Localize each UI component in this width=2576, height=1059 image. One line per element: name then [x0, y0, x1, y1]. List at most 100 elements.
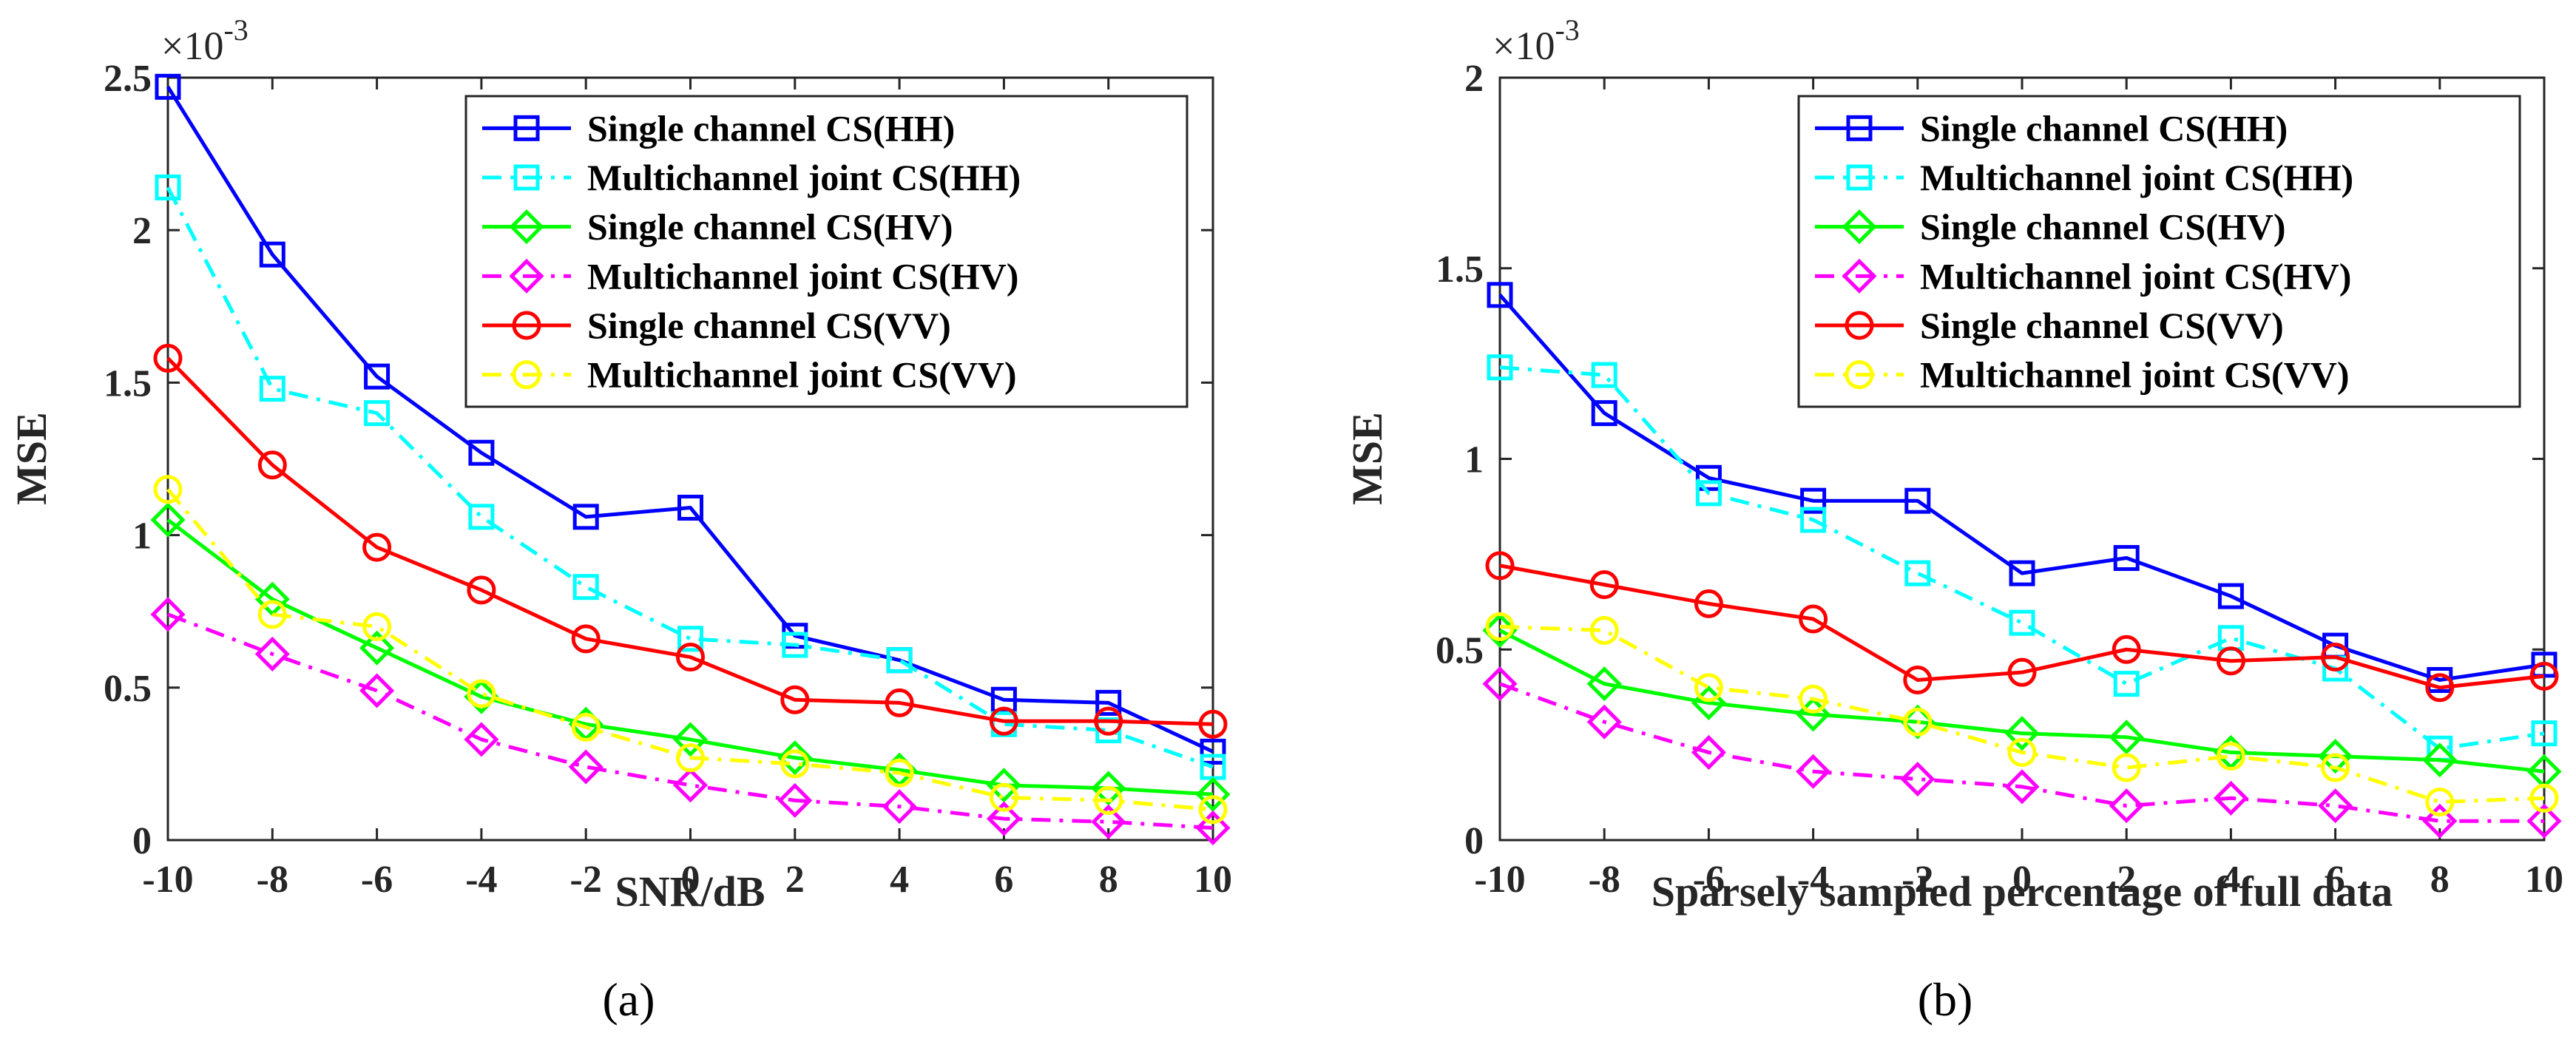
data-point-marker: [1200, 738, 1226, 765]
data-point-marker: [1800, 507, 1827, 533]
y-tick-label: 0: [132, 820, 152, 862]
legend-label: Single channel CS(HH): [1920, 107, 2288, 149]
y-tick-label: 1: [1464, 439, 1484, 481]
data-point-marker: [1482, 666, 1518, 702]
legend-marker: [1845, 311, 1874, 340]
legend-box: [464, 95, 1189, 408]
data-point-marker: [2113, 671, 2140, 697]
data-point-marker: [2109, 788, 2144, 824]
x-tick-label: -8: [257, 859, 288, 901]
data-point-marker: [780, 749, 810, 779]
x-tick-label: -2: [1901, 859, 1933, 901]
data-point-marker: [1487, 354, 1513, 381]
data-point-marker: [1799, 604, 1828, 634]
data-point-marker: [1591, 400, 1617, 427]
x-tick-label: -10: [1474, 859, 1525, 901]
data-point-marker: [1586, 666, 1622, 702]
legend-marker: [513, 115, 540, 141]
data-point-marker: [2425, 673, 2455, 703]
legend-label: Multichannel joint CS(VV): [587, 354, 1017, 396]
legend-marker: [509, 209, 544, 245]
legend-label: Multichannel joint CS(HH): [587, 157, 1021, 198]
data-point-marker: [2007, 657, 2037, 687]
data-point-marker: [672, 768, 709, 803]
data-point-marker: [2004, 769, 2040, 805]
data-point-marker: [672, 722, 709, 757]
series-3: [150, 502, 1231, 812]
data-point-marker: [257, 450, 287, 480]
data-point-marker: [468, 504, 495, 530]
data-point-marker: [1903, 707, 1933, 737]
y-tick-label: 2.5: [104, 58, 152, 100]
data-point-marker: [1195, 777, 1231, 812]
data-point-marker: [676, 643, 705, 672]
data-point-marker: [2216, 646, 2245, 676]
y-axis-label: MSE: [1343, 412, 1391, 505]
data-point-marker: [364, 363, 391, 390]
legend-marker: [1845, 360, 1874, 390]
data-point-marker: [2318, 739, 2353, 774]
data-point-marker: [1799, 684, 1828, 714]
data-point-marker: [2217, 583, 2244, 609]
x-tick-label: 8: [1099, 859, 1118, 901]
y-tick-label: 1.5: [1436, 248, 1484, 291]
x-tick-label: -4: [1797, 859, 1829, 901]
data-point-marker: [464, 722, 499, 757]
series-6: [153, 475, 1228, 825]
y-tick-label: 1.5: [104, 362, 152, 405]
x-tick-label: 8: [2430, 859, 2450, 901]
data-point-marker: [2112, 753, 2141, 782]
data-point-marker: [568, 749, 604, 785]
x-tick-label: -8: [1589, 859, 1620, 901]
data-point-marker: [359, 673, 395, 708]
data-point-marker: [990, 686, 1017, 713]
series-line: [167, 612, 1214, 830]
series-4: [1482, 666, 2562, 839]
data-point-marker: [572, 504, 599, 530]
y-exponent-label: ×10-3: [161, 13, 249, 68]
data-point-marker: [1904, 560, 1931, 586]
legend-marker: [512, 360, 541, 390]
data-point-marker: [155, 73, 181, 100]
x-tick-label: 2: [2117, 859, 2136, 901]
data-point-marker: [571, 624, 601, 654]
data-point-marker: [464, 679, 499, 714]
legend-label: Multichannel joint CS(HH): [1920, 157, 2353, 198]
data-point-marker: [1800, 487, 1827, 514]
data-point-marker: [2321, 643, 2350, 672]
legend-label: Single channel CS(HH): [587, 107, 955, 149]
x-tick-label: 2: [785, 859, 805, 901]
series-line: [166, 86, 1214, 754]
series-line: [1498, 629, 2545, 774]
legend-marker: [509, 258, 544, 294]
data-point-marker: [572, 574, 599, 600]
data-point-marker: [1591, 362, 1617, 388]
y-tick-label: 0: [1464, 820, 1484, 862]
data-point-marker: [676, 743, 705, 773]
data-point-marker: [886, 647, 913, 674]
data-point-marker: [468, 439, 495, 466]
series-6: [1485, 612, 2559, 816]
data-point-marker: [1094, 785, 1123, 815]
x-tick-label: 10: [2525, 859, 2563, 901]
series-line: [1499, 365, 2545, 751]
data-point-marker: [1694, 673, 1723, 703]
data-point-marker: [2009, 560, 2035, 586]
y-axis-label: MSE: [7, 412, 55, 505]
data-point-marker: [2425, 787, 2455, 816]
data-point-marker: [1485, 551, 1515, 581]
data-point-marker: [153, 475, 183, 504]
data-point-marker: [2422, 742, 2458, 778]
data-point-marker: [254, 581, 290, 617]
data-point-marker: [2112, 635, 2141, 664]
y-exponent-label: ×10-3: [1492, 13, 1580, 68]
x-axis-label: Sparsely sampled percentage of full data: [1652, 867, 2393, 916]
legend-marker: [1846, 164, 1873, 191]
legend-marker: [1846, 115, 1873, 141]
data-point-marker: [2321, 753, 2350, 782]
data-point-marker: [2526, 803, 2562, 839]
data-point-marker: [467, 679, 496, 708]
series-line: [1499, 564, 2545, 690]
data-point-marker: [1198, 795, 1228, 825]
data-point-marker: [1589, 570, 1619, 600]
